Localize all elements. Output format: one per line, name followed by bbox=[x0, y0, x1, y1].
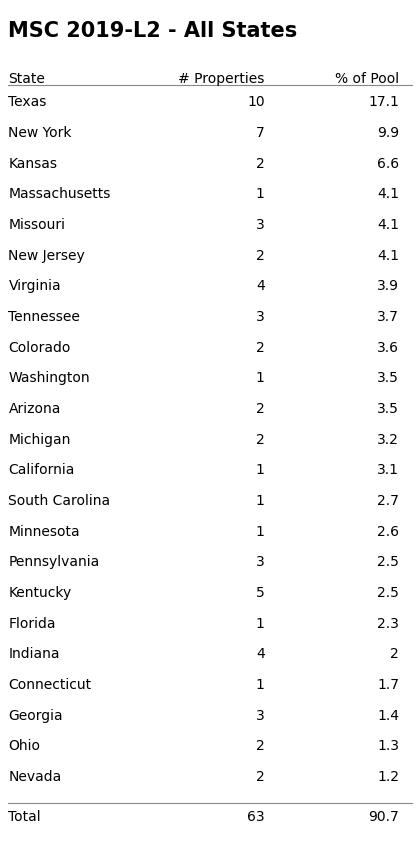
Text: Kansas: Kansas bbox=[8, 157, 58, 170]
Text: 90.7: 90.7 bbox=[368, 810, 399, 824]
Text: 1: 1 bbox=[256, 371, 265, 385]
Text: 2.6: 2.6 bbox=[377, 524, 399, 539]
Text: 1: 1 bbox=[256, 617, 265, 631]
Text: 4: 4 bbox=[256, 280, 265, 293]
Text: 3: 3 bbox=[256, 556, 265, 569]
Text: 2: 2 bbox=[256, 157, 265, 170]
Text: 2: 2 bbox=[256, 402, 265, 416]
Text: 4.1: 4.1 bbox=[377, 218, 399, 232]
Text: 63: 63 bbox=[247, 810, 265, 824]
Text: 9.9: 9.9 bbox=[377, 126, 399, 140]
Text: Colorado: Colorado bbox=[8, 340, 71, 355]
Text: 2: 2 bbox=[256, 433, 265, 446]
Text: # Properties: # Properties bbox=[178, 72, 265, 86]
Text: Virginia: Virginia bbox=[8, 280, 61, 293]
Text: 5: 5 bbox=[256, 586, 265, 600]
Text: 2.3: 2.3 bbox=[377, 617, 399, 631]
Text: % of Pool: % of Pool bbox=[335, 72, 399, 86]
Text: Michigan: Michigan bbox=[8, 433, 71, 446]
Text: Minnesota: Minnesota bbox=[8, 524, 80, 539]
Text: 2: 2 bbox=[256, 739, 265, 754]
Text: 2: 2 bbox=[390, 647, 399, 662]
Text: 3.6: 3.6 bbox=[377, 340, 399, 355]
Text: State: State bbox=[8, 72, 45, 86]
Text: 2: 2 bbox=[256, 249, 265, 263]
Text: 2.5: 2.5 bbox=[377, 556, 399, 569]
Text: 3: 3 bbox=[256, 310, 265, 324]
Text: 1: 1 bbox=[256, 678, 265, 692]
Text: 1: 1 bbox=[256, 187, 265, 202]
Text: Connecticut: Connecticut bbox=[8, 678, 92, 692]
Text: Total: Total bbox=[8, 810, 41, 824]
Text: 3.7: 3.7 bbox=[377, 310, 399, 324]
Text: New York: New York bbox=[8, 126, 72, 140]
Text: Pennsylvania: Pennsylvania bbox=[8, 556, 100, 569]
Text: 4.1: 4.1 bbox=[377, 187, 399, 202]
Text: 1.4: 1.4 bbox=[377, 709, 399, 722]
Text: Texas: Texas bbox=[8, 95, 47, 109]
Text: Georgia: Georgia bbox=[8, 709, 63, 722]
Text: 3: 3 bbox=[256, 218, 265, 232]
Text: 3: 3 bbox=[256, 709, 265, 722]
Text: 3.5: 3.5 bbox=[377, 371, 399, 385]
Text: 17.1: 17.1 bbox=[368, 95, 399, 109]
Text: 6.6: 6.6 bbox=[377, 157, 399, 170]
Text: Nevada: Nevada bbox=[8, 770, 62, 784]
Text: Missouri: Missouri bbox=[8, 218, 66, 232]
Text: 1: 1 bbox=[256, 524, 265, 539]
Text: Arizona: Arizona bbox=[8, 402, 61, 416]
Text: 1.2: 1.2 bbox=[377, 770, 399, 784]
Text: Florida: Florida bbox=[8, 617, 56, 631]
Text: Indiana: Indiana bbox=[8, 647, 60, 662]
Text: 3.5: 3.5 bbox=[377, 402, 399, 416]
Text: 7: 7 bbox=[256, 126, 265, 140]
Text: 1: 1 bbox=[256, 494, 265, 508]
Text: California: California bbox=[8, 463, 75, 478]
Text: Ohio: Ohio bbox=[8, 739, 40, 754]
Text: MSC 2019-L2 - All States: MSC 2019-L2 - All States bbox=[8, 21, 298, 42]
Text: 4.1: 4.1 bbox=[377, 249, 399, 263]
Text: 10: 10 bbox=[247, 95, 265, 109]
Text: 3.1: 3.1 bbox=[377, 463, 399, 478]
Text: Washington: Washington bbox=[8, 371, 90, 385]
Text: New Jersey: New Jersey bbox=[8, 249, 85, 263]
Text: 3.9: 3.9 bbox=[377, 280, 399, 293]
Text: 2.7: 2.7 bbox=[377, 494, 399, 508]
Text: 4: 4 bbox=[256, 647, 265, 662]
Text: South Carolina: South Carolina bbox=[8, 494, 110, 508]
Text: Massachusetts: Massachusetts bbox=[8, 187, 111, 202]
Text: Kentucky: Kentucky bbox=[8, 586, 72, 600]
Text: 1: 1 bbox=[256, 463, 265, 478]
Text: 3.2: 3.2 bbox=[377, 433, 399, 446]
Text: 2: 2 bbox=[256, 770, 265, 784]
Text: 2.5: 2.5 bbox=[377, 586, 399, 600]
Text: 1.3: 1.3 bbox=[377, 739, 399, 754]
Text: Tennessee: Tennessee bbox=[8, 310, 80, 324]
Text: 2: 2 bbox=[256, 340, 265, 355]
Text: 1.7: 1.7 bbox=[377, 678, 399, 692]
